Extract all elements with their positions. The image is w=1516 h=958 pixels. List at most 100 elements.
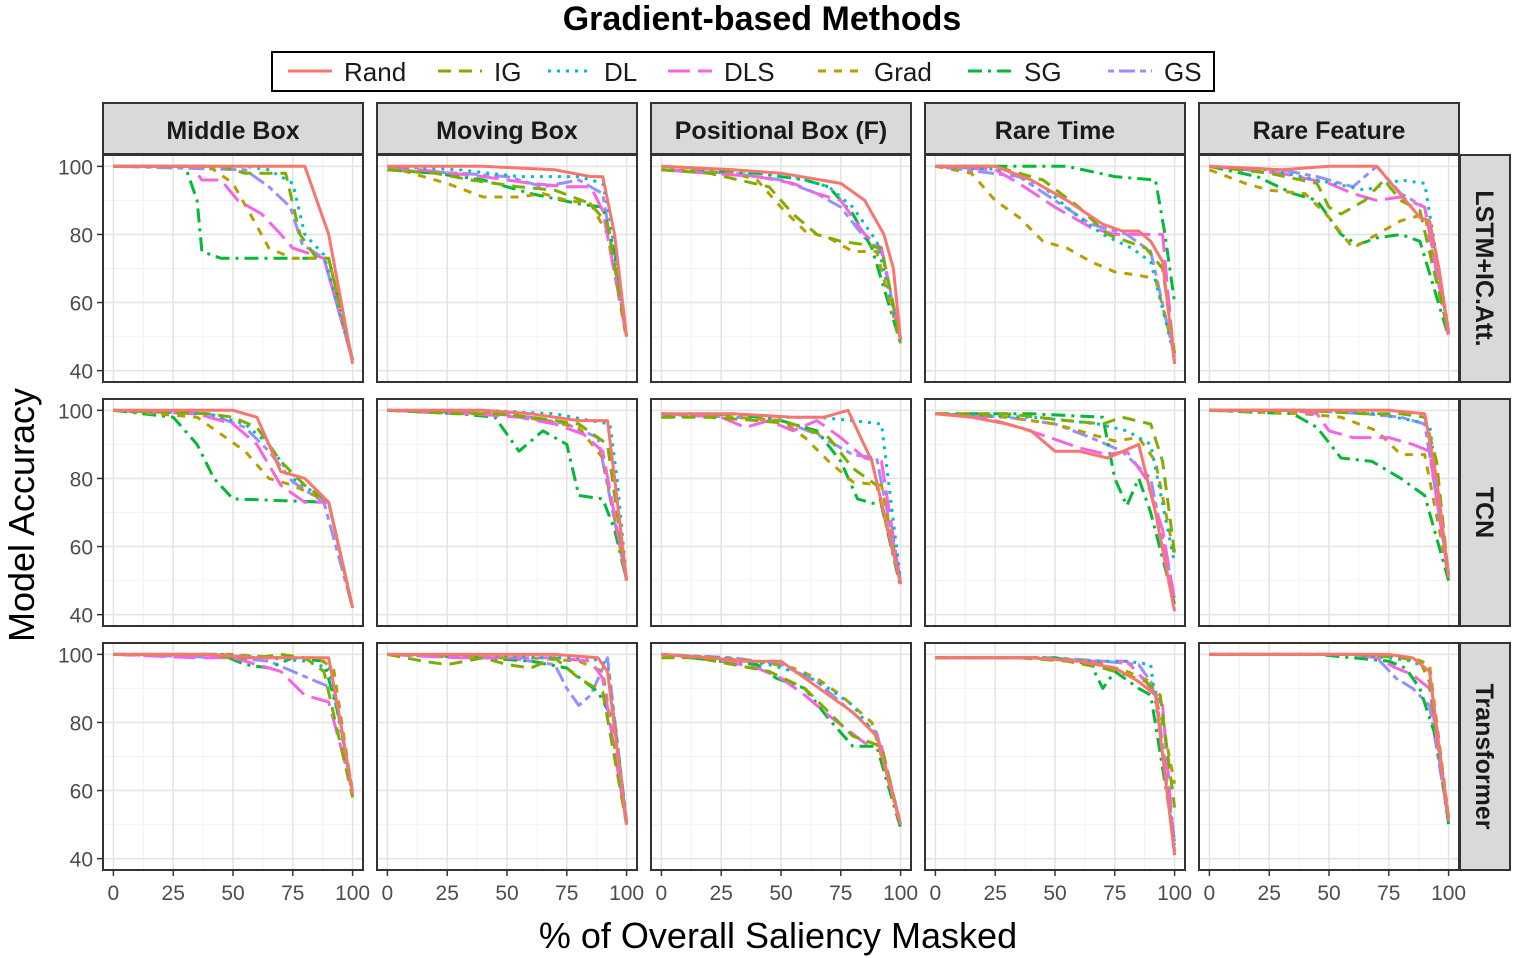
- panel-transformer-middle-box: [102, 642, 364, 871]
- series-line-dl: [935, 164, 1177, 358]
- panel-tcn-rare-feature: [1198, 398, 1460, 627]
- strip-middle-box: [102, 102, 364, 155]
- y-tick-label: 80: [70, 224, 93, 247]
- x-tick-label: 25: [984, 882, 1007, 905]
- panel-lstm-ic-att-rare-time: [924, 154, 1186, 383]
- series-line-grad: [935, 412, 1177, 558]
- x-tick-label: 0: [930, 882, 942, 905]
- series-line-rand: [387, 408, 629, 581]
- series-line-dls: [1209, 164, 1451, 337]
- series-line-grad: [113, 408, 355, 609]
- y-tick-label: 100: [58, 644, 93, 667]
- strip-label-lstm-ic-att: LSTM+IC.Att.: [1470, 190, 1498, 346]
- series-line-dls: [387, 408, 629, 581]
- series-line-rand: [935, 412, 1177, 612]
- series-line-ig: [387, 408, 629, 581]
- facet-panels: [102, 154, 1460, 871]
- y-tick-label: 60: [70, 293, 93, 316]
- panel-border: [102, 398, 364, 627]
- x-tick-label: 50: [495, 882, 518, 905]
- series-line-sg: [935, 164, 1177, 303]
- series-line-dls: [113, 408, 355, 609]
- x-tick-label: 25: [710, 882, 733, 905]
- series-line-rand: [661, 164, 903, 341]
- series-line-rand: [661, 652, 903, 825]
- series-line-sg: [661, 168, 903, 344]
- panel-tcn-moving-box: [376, 398, 638, 627]
- series-line-grad: [1209, 408, 1451, 578]
- legend-label-rand: Rand: [344, 57, 406, 87]
- series-line-ig: [935, 164, 1177, 354]
- series-line-dls: [113, 164, 355, 361]
- legend-label-grad: Grad: [874, 57, 932, 87]
- series-line-rand: [387, 164, 629, 337]
- y-tick-label: 40: [70, 605, 93, 628]
- series-line-ig: [661, 415, 903, 585]
- x-tick-label: 75: [281, 882, 304, 905]
- series-line-rand: [935, 656, 1177, 856]
- panel-tcn-middle-box: [102, 398, 364, 627]
- x-tick-label: 100: [609, 882, 644, 905]
- panel-border: [1198, 154, 1460, 383]
- panel-lstm-ic-att-positional-box-f: [650, 154, 912, 383]
- series-line-ig: [935, 412, 1177, 554]
- series-line-dl: [387, 164, 629, 337]
- x-tick-label: 0: [108, 882, 120, 905]
- series-line-dls: [661, 412, 903, 585]
- x-tick-label: 25: [162, 882, 185, 905]
- x-tick-label: 25: [1258, 882, 1281, 905]
- series-line-ig: [387, 652, 629, 825]
- x-tick-label: 100: [883, 882, 918, 905]
- panel-transformer-rare-time: [924, 642, 1186, 871]
- y-tick-label: 60: [70, 781, 93, 804]
- strip-label-rare-feature: Rare Feature: [1253, 117, 1406, 145]
- y-tick-label: 100: [58, 400, 93, 423]
- x-tick-label: 0: [1204, 882, 1216, 905]
- y-tick-label: 80: [70, 468, 93, 491]
- y-tick-label: 40: [70, 849, 93, 872]
- legend-label-gs: GS: [1164, 57, 1202, 87]
- x-tick-label: 75: [1377, 882, 1400, 905]
- series-line-dl: [113, 652, 355, 791]
- x-tick-label: 100: [1157, 882, 1192, 905]
- panel-border: [102, 154, 364, 383]
- chart-title: Gradient-based Methods: [563, 0, 962, 38]
- y-axes: 40 60 80 100 40 60 80 100 40 60 80 100: [58, 156, 103, 872]
- x-axes: 0 25 50 75 100 0 25 50 75 100 0 25 50 75 100 0 25 50 75 100…: [108, 870, 1466, 905]
- strip-label-middle-box: Middle Box: [166, 117, 299, 145]
- series-line-rand: [1209, 164, 1451, 334]
- legend-box: [271, 51, 1215, 92]
- series-line-sg: [1209, 408, 1451, 582]
- legend: Rand IG DL DLS Grad SG GS: [271, 51, 1215, 92]
- series-line-ig: [661, 656, 903, 825]
- strip-label-moving-box: Moving Box: [436, 117, 578, 145]
- x-tick-label: 75: [1103, 882, 1126, 905]
- panel-border: [924, 154, 1186, 383]
- panel-border: [376, 154, 638, 383]
- panel-transformer-rare-feature: [1198, 642, 1460, 871]
- series-line-ig: [661, 168, 903, 341]
- x-tick-label: 100: [335, 882, 370, 905]
- series-line-rand: [113, 164, 355, 365]
- series-line-rand: [935, 164, 1177, 364]
- panel-transformer-moving-box: [376, 642, 638, 871]
- legend-label-ig: IG: [494, 57, 521, 87]
- x-axis-title: % of Overall Saliency Masked: [539, 915, 1017, 956]
- x-tick-label: 50: [221, 882, 244, 905]
- series-line-grad: [935, 164, 1177, 354]
- y-tick-label: 80: [70, 712, 93, 735]
- legend-label-dl: DL: [604, 57, 637, 87]
- panel-lstm-ic-att-rare-feature: [1198, 154, 1460, 383]
- series-line-dls: [387, 164, 629, 337]
- series-line-dl: [113, 164, 355, 361]
- series-line-gs: [661, 652, 903, 825]
- strip-label-tcn: TCN: [1470, 487, 1498, 538]
- x-tick-label: 50: [769, 882, 792, 905]
- panel-lstm-ic-att-moving-box: [376, 154, 638, 383]
- facet-strips: Middle Box Moving Box Positional Box (F) Ra…: [102, 102, 1511, 871]
- strip-transformer: [1459, 642, 1511, 871]
- x-tick-label: 75: [829, 882, 852, 905]
- series-line-rand: [1209, 408, 1451, 578]
- panel-transformer-positional-box-f: [650, 642, 912, 871]
- series-line-gs: [113, 164, 355, 361]
